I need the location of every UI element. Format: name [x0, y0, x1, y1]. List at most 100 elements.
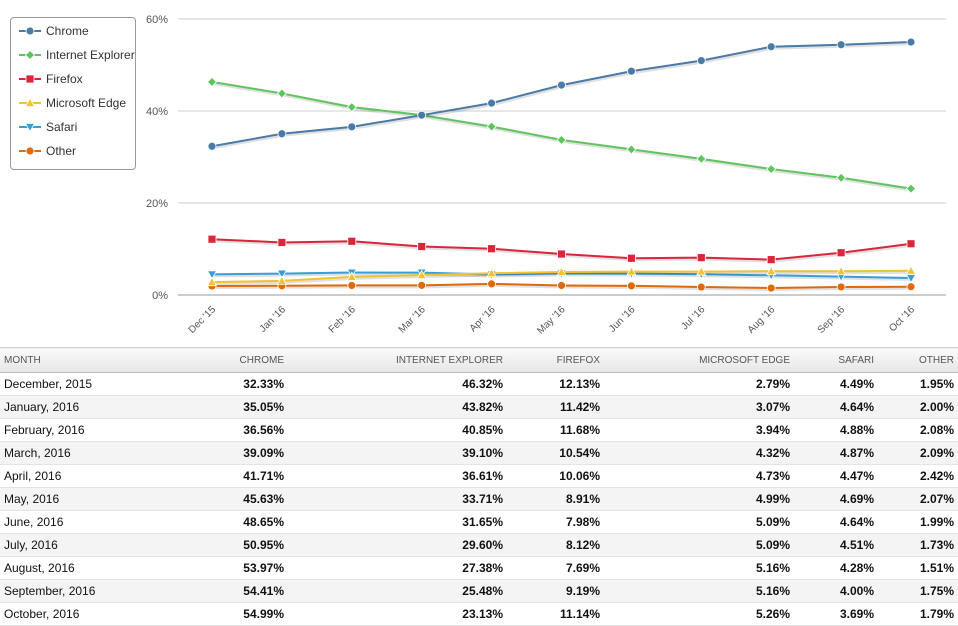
data-point-firefox[interactable]	[696, 253, 706, 263]
share-cell-safari: 4.88%	[794, 418, 878, 442]
legend-marker	[24, 49, 36, 61]
share-cell-microsoft-edge: 2.79%	[604, 372, 794, 396]
legend-marker	[24, 97, 36, 107]
data-point-internet-explorer[interactable]	[276, 88, 287, 99]
data-point-firefox[interactable]	[627, 253, 636, 263]
share-cell-firefox: 10.54%	[507, 441, 604, 465]
data-point-chrome[interactable]	[557, 80, 566, 90]
data-point-chrome[interactable]	[417, 110, 427, 120]
table-row: April, 2016 41.71% 36.61% 10.06% 4.73% 4.47% 2…	[0, 464, 958, 488]
data-point-safari[interactable]	[276, 269, 288, 279]
column-header-internet-explorer[interactable]: INTERNET EXPLORER	[288, 347, 507, 373]
column-header-chrome[interactable]: CHROME	[128, 347, 288, 373]
share-cell-firefox: 11.42%	[507, 395, 604, 419]
data-point-microsoft-edge[interactable]	[486, 267, 497, 278]
data-point-chrome[interactable]	[627, 66, 636, 76]
data-point-microsoft-edge[interactable]	[905, 265, 917, 275]
data-point-other[interactable]	[627, 281, 636, 291]
data-table: MONTH CHROME INTERNET EXPLORER FIREFOX MICRO…	[0, 347, 958, 626]
share-cell-other: 2.09%	[878, 441, 958, 465]
data-point-other[interactable]	[487, 279, 497, 289]
data-point-firefox[interactable]	[557, 249, 566, 259]
share-cell-safari: 4.51%	[794, 533, 878, 557]
data-point-safari[interactable]	[206, 270, 218, 280]
legend-label: Other	[46, 144, 77, 158]
share-cell-safari: 4.87%	[794, 441, 878, 465]
data-point-internet-explorer[interactable]	[206, 76, 218, 87]
data-point-firefox[interactable]	[277, 238, 287, 247]
data-point-chrome[interactable]	[836, 40, 846, 50]
data-point-microsoft-edge[interactable]	[556, 266, 567, 276]
data-point-other[interactable]	[417, 280, 427, 290]
data-point-microsoft-edge[interactable]	[835, 265, 847, 276]
data-point-other[interactable]	[696, 282, 706, 292]
legend-item-internet-explorer[interactable]: Internet Explorer	[19, 47, 135, 63]
data-point-internet-explorer[interactable]	[626, 144, 637, 155]
share-cell-firefox: 9.19%	[507, 579, 604, 603]
data-point-firefox[interactable]	[417, 242, 427, 251]
x-axis-tick-labels: Dec '15 Jan '16 Feb '16 Mar '16 Apr '16 May '…	[187, 304, 918, 337]
column-header-month[interactable]: MONTH	[0, 347, 128, 373]
share-cell-firefox: 10.06%	[507, 464, 604, 488]
table-row: December, 2015 32.33% 46.32% 12.13% 2.79% 4.4…	[0, 372, 958, 396]
data-point-firefox[interactable]	[347, 236, 357, 246]
legend-item-other[interactable]: Other	[19, 143, 76, 159]
data-point-other[interactable]	[557, 281, 566, 290]
share-cell-internet-explorer: 33.71%	[288, 487, 507, 511]
share-cell-chrome: 50.95%	[128, 533, 288, 557]
legend-item-firefox[interactable]: Firefox	[19, 71, 83, 87]
y-tick-label: 60%	[146, 14, 168, 26]
share-cell-other: 1.73%	[878, 533, 958, 557]
data-point-internet-explorer[interactable]	[486, 121, 497, 132]
data-point-microsoft-edge[interactable]	[626, 266, 637, 276]
data-point-chrome[interactable]	[487, 98, 497, 108]
data-point-microsoft-edge[interactable]	[346, 271, 357, 281]
legend-item-chrome[interactable]: Chrome	[19, 23, 89, 39]
column-header-safari[interactable]: SAFARI	[794, 347, 878, 373]
data-point-microsoft-edge[interactable]	[766, 265, 777, 276]
data-point-chrome[interactable]	[766, 42, 776, 52]
column-header-microsoft-edge[interactable]: MICROSOFT EDGE	[604, 347, 794, 373]
data-point-microsoft-edge[interactable]	[206, 276, 218, 287]
table-row: May, 2016 45.63% 33.71% 8.91% 4.99% 4.69% 2.07…	[0, 487, 958, 511]
data-point-firefox[interactable]	[836, 248, 846, 258]
data-point-internet-explorer[interactable]	[905, 183, 917, 194]
data-point-chrome[interactable]	[207, 141, 217, 151]
legend-item-safari[interactable]: Safari	[19, 119, 77, 135]
series-chrome	[207, 37, 916, 151]
data-point-internet-explorer[interactable]	[696, 153, 707, 164]
share-cell-other: 2.42%	[878, 464, 958, 488]
share-cell-other: 2.08%	[878, 418, 958, 442]
data-point-chrome[interactable]	[696, 56, 706, 66]
column-header-firefox[interactable]: FIREFOX	[507, 347, 604, 373]
data-point-firefox[interactable]	[207, 234, 217, 244]
share-cell-firefox: 11.68%	[507, 418, 604, 442]
data-point-chrome[interactable]	[347, 122, 357, 132]
data-point-other[interactable]	[766, 283, 776, 293]
data-point-firefox[interactable]	[766, 255, 776, 265]
data-point-internet-explorer[interactable]	[346, 102, 357, 113]
data-point-chrome[interactable]	[277, 129, 287, 139]
data-point-firefox[interactable]	[906, 239, 916, 249]
x-tick-label: Apr '16	[468, 304, 498, 334]
share-cell-microsoft-edge: 3.94%	[604, 418, 794, 442]
data-point-chrome[interactable]	[906, 37, 916, 47]
data-point-internet-explorer[interactable]	[556, 134, 567, 145]
data-point-other[interactable]	[906, 282, 916, 292]
data-point-firefox[interactable]	[487, 244, 497, 254]
data-point-internet-explorer[interactable]	[836, 172, 847, 183]
x-tick-label: Oct '16	[887, 304, 917, 334]
data-point-other[interactable]	[347, 281, 357, 290]
data-point-microsoft-edge[interactable]	[696, 266, 707, 276]
legend-item-microsoft-edge[interactable]: Microsoft Edge	[19, 95, 126, 111]
data-point-microsoft-edge[interactable]	[276, 275, 288, 285]
column-header-other[interactable]: OTHER	[878, 347, 958, 373]
y-tick-label: 0%	[152, 290, 168, 302]
table-row: February, 2016 36.56% 40.85% 11.68% 3.94% 4.8…	[0, 418, 958, 442]
data-point-other[interactable]	[836, 282, 846, 292]
data-point-microsoft-edge[interactable]	[416, 269, 427, 280]
legend-marker	[25, 74, 35, 84]
data-point-internet-explorer[interactable]	[766, 163, 777, 175]
share-cell-other: 1.99%	[878, 510, 958, 534]
share-cell-other: 1.79%	[878, 602, 958, 626]
